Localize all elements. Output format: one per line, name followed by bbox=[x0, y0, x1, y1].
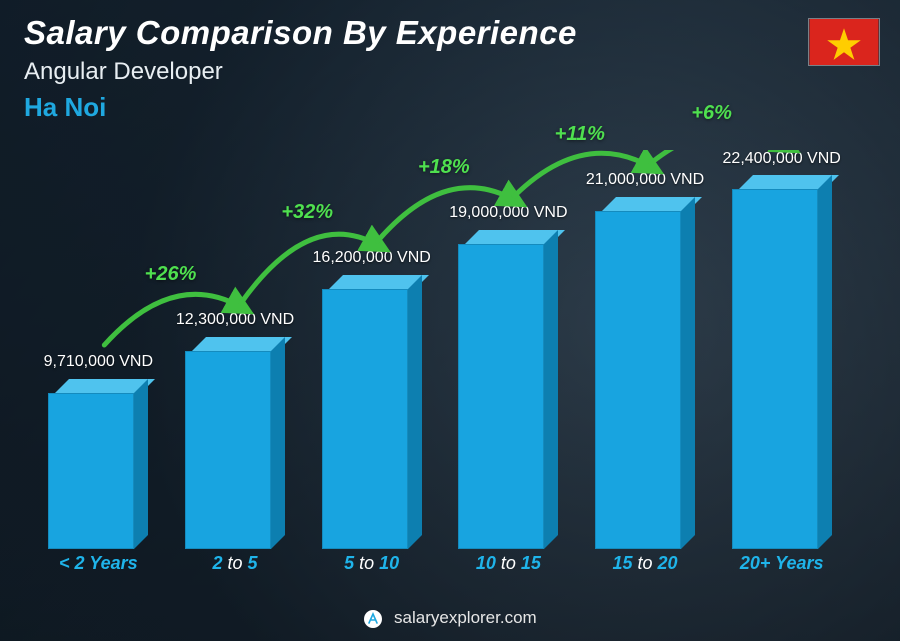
bars-container: 9,710,000 VND 12,300,000 VND 16,200,000 VN… bbox=[30, 150, 850, 549]
x-axis-label: < 2 Years bbox=[30, 549, 167, 577]
bar bbox=[732, 176, 832, 549]
page-subtitle: Angular Developer bbox=[24, 58, 577, 86]
bar-column: 9,710,000 VND bbox=[30, 150, 167, 549]
page-location: Ha Noi bbox=[24, 92, 577, 123]
bar bbox=[458, 230, 558, 549]
growth-pct-label: +26% bbox=[145, 263, 197, 286]
bar-value-label: 12,300,000 VND bbox=[176, 311, 294, 329]
x-axis-label: 15 to 20 bbox=[577, 549, 714, 577]
bar-value-label: 16,200,000 VND bbox=[313, 249, 431, 267]
x-axis-label: 5 to 10 bbox=[303, 549, 440, 577]
bar bbox=[48, 379, 148, 549]
footer-credit: salaryexplorer.com bbox=[0, 608, 900, 629]
footer-text: salaryexplorer.com bbox=[394, 608, 537, 627]
title-block: Salary Comparison By Experience Angular … bbox=[24, 14, 577, 123]
bar bbox=[595, 197, 695, 549]
growth-pct-label: +32% bbox=[281, 201, 333, 224]
x-axis-label: 2 to 5 bbox=[167, 549, 304, 577]
page-title: Salary Comparison By Experience bbox=[24, 14, 577, 52]
bar-value-label: 9,710,000 VND bbox=[44, 353, 153, 371]
growth-pct-label: +11% bbox=[555, 123, 605, 146]
bar bbox=[322, 275, 422, 549]
x-axis-label: 10 to 15 bbox=[440, 549, 577, 577]
x-axis-labels: < 2 Years2 to 55 to 1010 to 1515 to 2020… bbox=[30, 549, 850, 577]
x-axis-label: 20+ Years bbox=[713, 549, 850, 577]
bar bbox=[185, 337, 285, 549]
bar-column: 22,400,000 VND bbox=[713, 150, 850, 549]
bar-value-label: 19,000,000 VND bbox=[449, 204, 567, 222]
growth-pct-label: +6% bbox=[691, 102, 732, 125]
country-flag-icon bbox=[808, 18, 880, 66]
salary-bar-chart: 9,710,000 VND 12,300,000 VND 16,200,000 VN… bbox=[30, 150, 850, 577]
infographic-stage: Salary Comparison By Experience Angular … bbox=[0, 0, 900, 641]
bar-column: 19,000,000 VND bbox=[440, 150, 577, 549]
growth-pct-label: +18% bbox=[418, 156, 470, 179]
footer-logo-icon bbox=[363, 609, 383, 629]
bar-column: 21,000,000 VND bbox=[577, 150, 714, 549]
bar-value-label: 21,000,000 VND bbox=[586, 171, 704, 189]
bar-value-label: 22,400,000 VND bbox=[723, 150, 841, 168]
